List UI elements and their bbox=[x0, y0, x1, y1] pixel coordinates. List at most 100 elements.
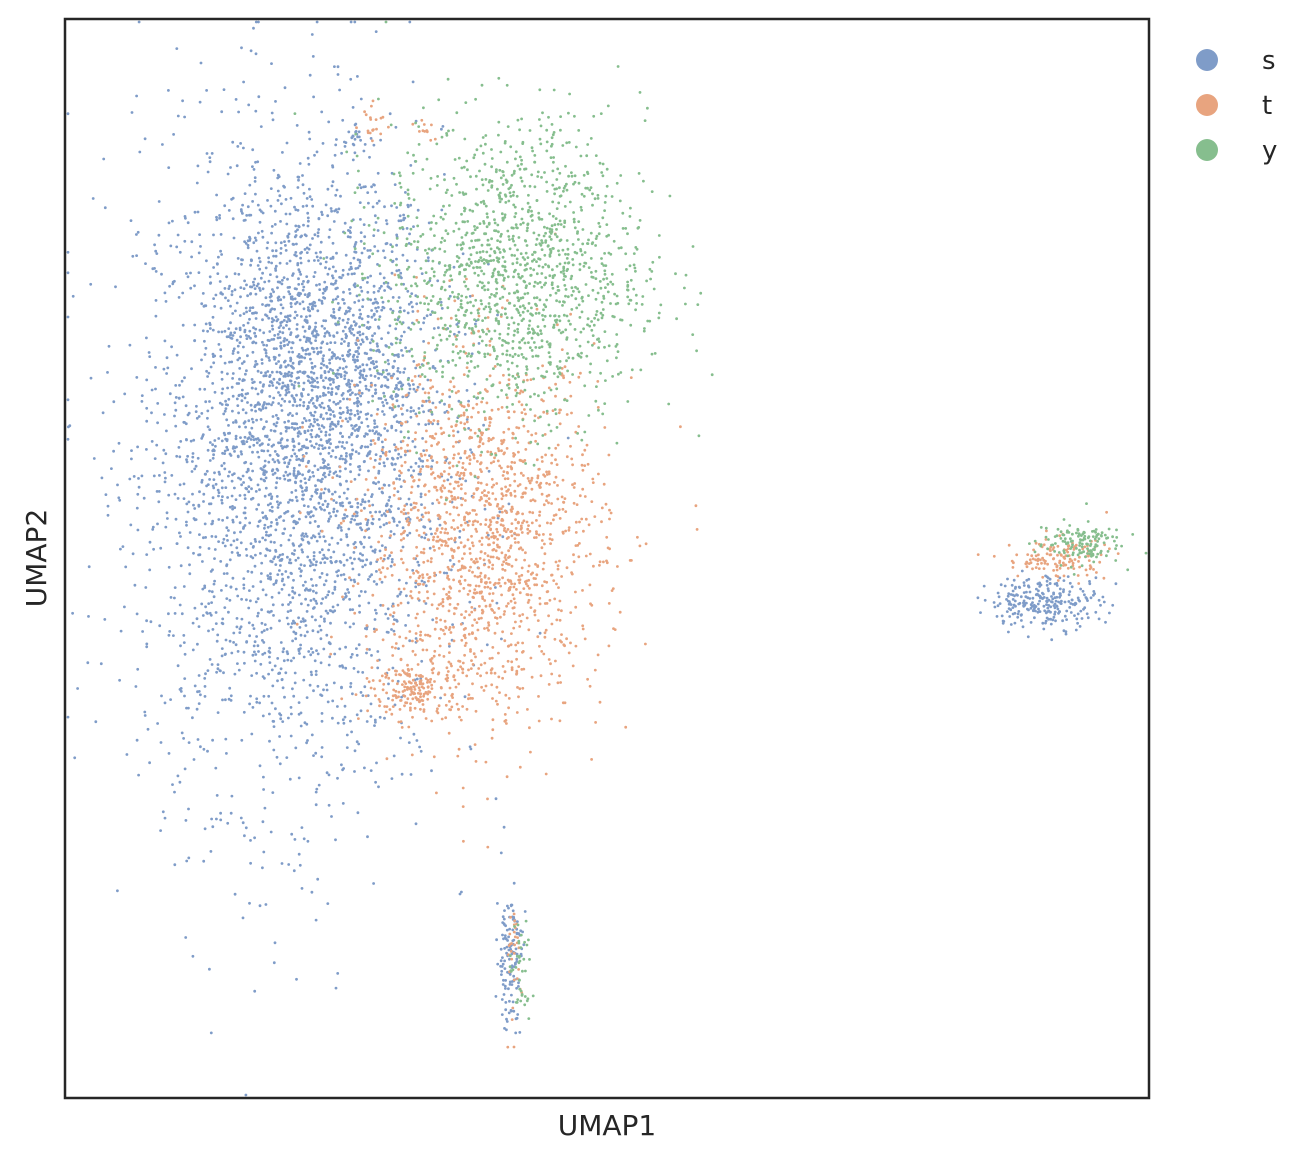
point-t bbox=[435, 620, 438, 624]
point-t bbox=[578, 542, 581, 545]
point-t bbox=[406, 443, 409, 447]
point-s bbox=[353, 245, 356, 249]
point-s bbox=[378, 549, 382, 553]
point-s bbox=[166, 366, 170, 370]
point-s bbox=[396, 367, 400, 370]
point-t bbox=[491, 531, 495, 535]
point-s bbox=[299, 273, 303, 276]
point-t bbox=[592, 342, 596, 345]
point-s bbox=[312, 334, 315, 338]
point-s bbox=[135, 612, 139, 616]
point-s bbox=[324, 433, 328, 437]
point-s bbox=[344, 467, 347, 471]
point-s bbox=[140, 474, 144, 478]
point-t bbox=[521, 521, 524, 525]
point-t bbox=[393, 273, 397, 277]
point-s bbox=[1041, 592, 1045, 596]
point-s bbox=[309, 653, 313, 657]
point-s bbox=[1070, 585, 1074, 589]
point-s bbox=[298, 626, 302, 629]
point-s bbox=[311, 584, 315, 587]
point-s bbox=[225, 752, 228, 755]
point-s bbox=[247, 335, 251, 338]
point-s bbox=[332, 681, 336, 685]
point-s bbox=[279, 251, 283, 255]
point-s bbox=[516, 920, 519, 923]
point-t bbox=[483, 585, 487, 589]
point-s bbox=[401, 412, 404, 416]
point-s bbox=[289, 609, 293, 612]
point-s bbox=[249, 861, 253, 865]
point-s bbox=[373, 724, 376, 727]
point-s bbox=[300, 569, 303, 573]
point-s bbox=[517, 981, 520, 985]
point-s bbox=[413, 445, 417, 449]
point-s bbox=[209, 850, 213, 853]
point-s bbox=[324, 286, 328, 290]
point-s bbox=[499, 947, 503, 951]
point-s bbox=[302, 371, 306, 375]
point-t bbox=[498, 464, 502, 468]
point-t bbox=[591, 477, 595, 481]
point-s bbox=[262, 641, 266, 644]
point-s bbox=[538, 631, 542, 635]
point-t bbox=[302, 455, 306, 458]
point-s bbox=[189, 286, 193, 290]
point-s bbox=[416, 385, 420, 389]
point-s bbox=[424, 533, 428, 536]
point-s bbox=[401, 253, 405, 257]
point-s bbox=[213, 354, 217, 358]
point-s bbox=[309, 357, 312, 361]
point-s bbox=[345, 497, 349, 500]
point-s bbox=[357, 352, 361, 356]
point-s bbox=[338, 475, 342, 478]
point-s bbox=[172, 133, 176, 136]
point-s bbox=[252, 26, 255, 30]
point-t bbox=[547, 386, 551, 390]
point-s bbox=[246, 354, 249, 358]
point-s bbox=[290, 426, 294, 429]
point-s bbox=[1067, 593, 1071, 597]
point-s bbox=[1065, 609, 1069, 613]
point-s bbox=[293, 287, 297, 290]
point-s bbox=[302, 678, 306, 682]
point-s bbox=[341, 441, 345, 444]
point-s bbox=[357, 643, 361, 647]
point-s bbox=[349, 388, 352, 392]
point-s bbox=[174, 424, 178, 428]
point-s bbox=[248, 476, 252, 480]
point-s bbox=[358, 330, 361, 334]
point-t bbox=[458, 474, 461, 478]
point-s bbox=[270, 560, 274, 564]
point-s bbox=[319, 374, 323, 378]
point-s bbox=[314, 321, 318, 325]
point-s bbox=[89, 376, 93, 380]
point-t bbox=[607, 453, 611, 457]
point-s bbox=[358, 380, 362, 384]
point-s bbox=[225, 418, 229, 422]
point-s bbox=[269, 540, 273, 544]
point-s bbox=[349, 261, 352, 265]
point-s bbox=[376, 301, 379, 305]
point-s bbox=[220, 370, 224, 374]
point-s bbox=[289, 196, 293, 200]
point-s bbox=[266, 548, 269, 552]
point-s bbox=[307, 393, 310, 396]
point-s bbox=[319, 452, 322, 456]
point-t bbox=[501, 524, 505, 527]
point-s bbox=[346, 409, 350, 412]
point-s bbox=[224, 638, 228, 642]
point-s bbox=[398, 477, 401, 481]
point-t bbox=[368, 504, 371, 508]
point-s bbox=[329, 556, 333, 559]
point-s bbox=[358, 604, 361, 608]
point-s bbox=[213, 579, 217, 583]
point-s bbox=[1054, 599, 1058, 603]
point-s bbox=[258, 328, 262, 332]
point-s bbox=[252, 644, 256, 648]
point-t bbox=[411, 475, 414, 479]
point-s bbox=[187, 741, 191, 744]
point-s bbox=[249, 49, 253, 53]
point-s bbox=[336, 574, 340, 578]
point-s bbox=[351, 313, 355, 317]
